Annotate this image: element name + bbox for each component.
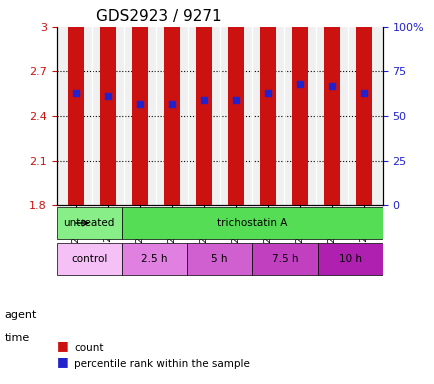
Text: untreated: untreated [63, 218, 115, 228]
FancyBboxPatch shape [56, 243, 122, 275]
Text: 5 h: 5 h [211, 254, 227, 264]
Bar [68, 0, 83, 205]
Text: 2.5 h: 2.5 h [141, 254, 167, 264]
Point [327, 83, 334, 89]
Bar [99, 0, 115, 205]
Point [72, 90, 79, 96]
Point [359, 90, 366, 96]
Bar [132, 0, 148, 205]
FancyBboxPatch shape [122, 243, 187, 275]
Point [296, 81, 302, 87]
Bar [195, 0, 211, 205]
Text: time: time [4, 333, 30, 343]
Point [168, 101, 175, 107]
FancyBboxPatch shape [317, 243, 382, 275]
Bar [259, 0, 275, 205]
Point [136, 101, 143, 107]
Bar [163, 0, 179, 205]
FancyBboxPatch shape [187, 243, 252, 275]
Bar [227, 0, 243, 205]
Text: ■: ■ [56, 339, 68, 353]
Text: control: control [71, 254, 107, 264]
Point [263, 90, 270, 96]
Text: ■: ■ [56, 355, 68, 368]
Bar [291, 0, 307, 205]
Text: count: count [74, 343, 103, 353]
FancyBboxPatch shape [56, 207, 122, 239]
Bar [323, 0, 339, 205]
Point [232, 97, 239, 103]
Text: 7.5 h: 7.5 h [271, 254, 297, 264]
Text: agent: agent [4, 310, 36, 320]
FancyBboxPatch shape [252, 243, 317, 275]
Bar [355, 0, 371, 205]
Point [200, 97, 207, 103]
Text: trichostatin A: trichostatin A [217, 218, 287, 228]
Text: 10 h: 10 h [338, 254, 361, 264]
Text: GDS2923 / 9271: GDS2923 / 9271 [95, 9, 221, 24]
FancyBboxPatch shape [122, 207, 382, 239]
Point [104, 93, 111, 99]
Text: percentile rank within the sample: percentile rank within the sample [74, 359, 249, 369]
